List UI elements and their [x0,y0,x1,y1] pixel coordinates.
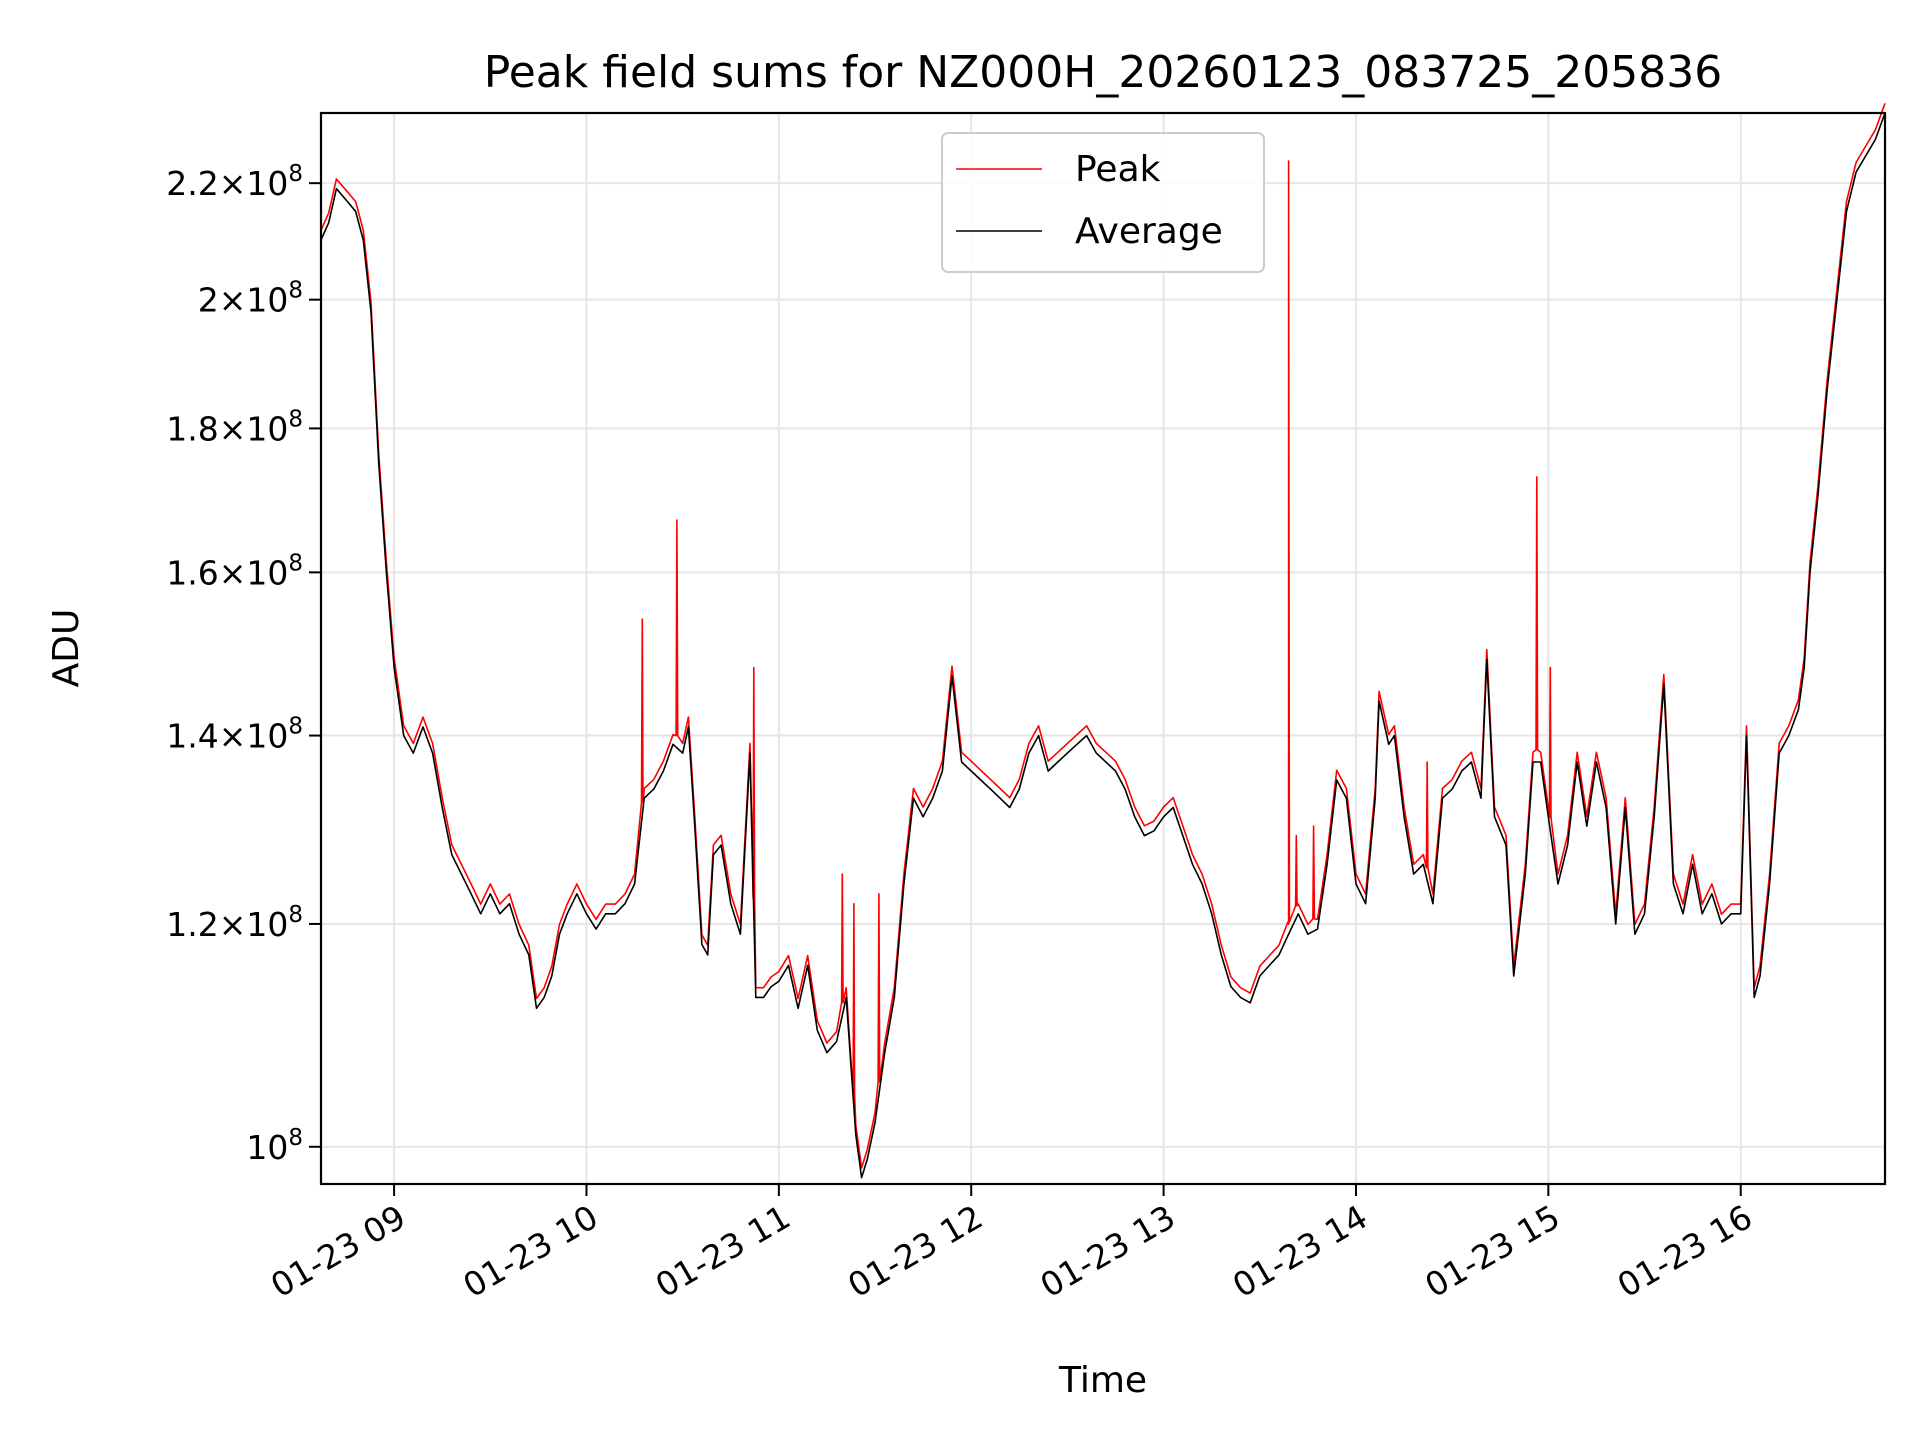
legend-average-label: Average [1075,211,1223,252]
plot-area [320,103,1886,1179]
x-axis-label: Time [1058,1360,1147,1401]
y-tick-label: 108 [246,1125,303,1167]
legend-box [941,132,1265,273]
axes-frame [319,111,1887,1186]
legend-peak-label: Peak [1075,149,1161,190]
y-axis-ticks: 108 1.2×108 1.4×108 1.6×108 1.8×108 2×108 2.2×… [166,161,321,1167]
y-tick-label: 1.2×108 [166,902,303,944]
y-tick-label: 1.4×108 [166,714,303,756]
y-tick-label: 2.2×108 [166,161,303,203]
legend: Peak Average [941,132,1265,273]
series-line-average [320,112,1886,1179]
y-axis-label: ADU [46,609,87,688]
y-tick-label: 1.6×108 [166,550,303,592]
y-tick-label: 2×108 [198,278,303,320]
series-line-peak [320,103,1886,1169]
chart-title: Peak field sums for NZ000H_20260123_0837… [484,47,1722,98]
y-tick-label: 1.8×108 [166,406,303,448]
